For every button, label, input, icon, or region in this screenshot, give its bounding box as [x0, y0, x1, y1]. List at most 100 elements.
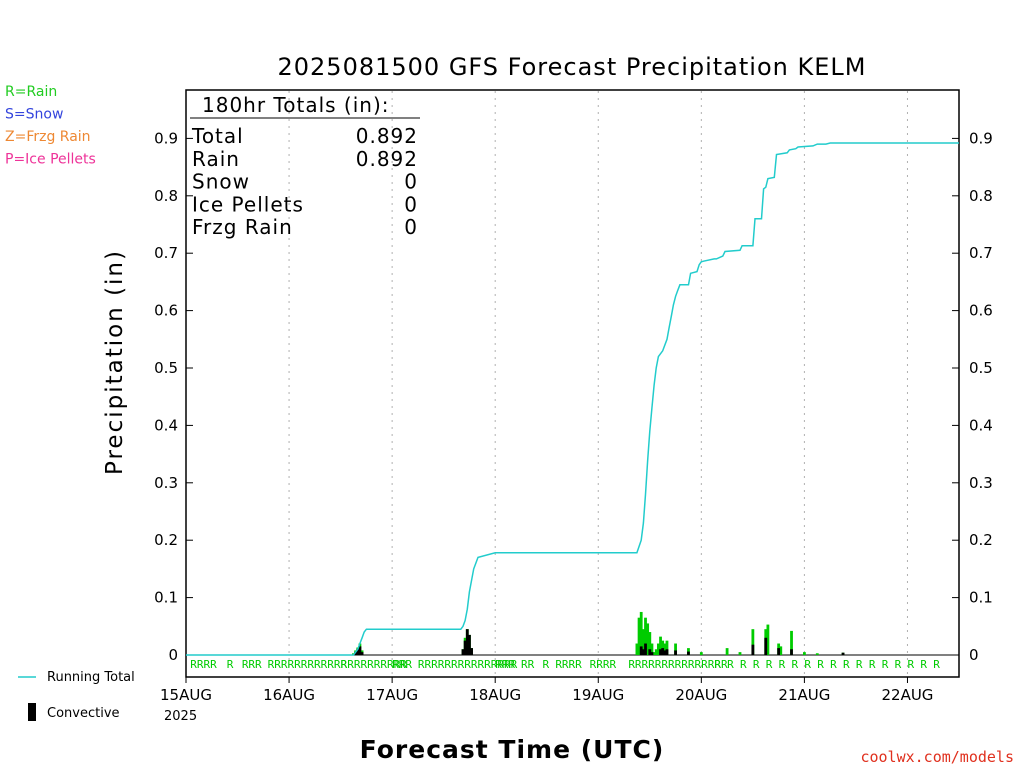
- convective-bar: [650, 652, 654, 655]
- convective-bar: [358, 646, 362, 655]
- running-total-line: [186, 142, 959, 656]
- ptype-marker: R: [817, 658, 824, 671]
- y-tick-label-right: 0.6: [969, 302, 993, 320]
- series-legend: Running Total Convective: [18, 670, 135, 721]
- convective-bar: [465, 629, 469, 655]
- convective-bar: [644, 643, 647, 655]
- convective-bar: [461, 649, 465, 655]
- y-tick-label-right: 0.5: [969, 359, 993, 377]
- ptype-marker: RRRRRRRRRRRRRRR: [418, 658, 518, 671]
- totals-row-label: Ice Pellets: [192, 192, 304, 216]
- ptype-marker: R: [753, 658, 760, 671]
- convective-bar: [648, 649, 652, 655]
- totals-row-value: 0.892: [356, 124, 418, 148]
- y-tick-label-left: 0.2: [154, 531, 178, 549]
- rain-bar: [646, 623, 650, 655]
- legend-label: Convective: [47, 706, 120, 721]
- totals-row-label: Total: [191, 124, 244, 148]
- rain-bar: [663, 643, 667, 655]
- x-tick-label: 21AUG: [778, 686, 830, 704]
- ptype-marker: R: [895, 658, 902, 671]
- rain-bar: [725, 648, 729, 655]
- y-tick-label-left: 0.7: [154, 244, 178, 262]
- legend-item: R=Rain: [5, 84, 57, 100]
- rain-bar: [652, 652, 656, 655]
- legend-item: S=Snow: [5, 107, 63, 123]
- rain-bar: [674, 643, 677, 655]
- y-tick-label-left: 0.9: [154, 129, 178, 147]
- rain-bar: [659, 636, 662, 655]
- ptype-marker: R: [714, 658, 721, 671]
- ptype-marker: RRRR: [590, 658, 617, 671]
- ptype-marker: R: [933, 658, 940, 671]
- ptype-marker: R: [740, 658, 747, 671]
- ptype-marker: R: [907, 658, 914, 671]
- ptype-marker: R: [882, 658, 889, 671]
- rain-bar: [738, 652, 742, 655]
- ptype-marker: RRR: [392, 658, 412, 671]
- y-axis-label: Precipitation (in): [102, 249, 128, 475]
- rain-bar: [641, 629, 645, 655]
- convective-bar: [641, 649, 645, 655]
- ptype-marker: R: [920, 658, 927, 671]
- x-tick-label: 16AUG: [263, 686, 315, 704]
- ptype-marker: RRR: [242, 658, 262, 671]
- ptype-marker: R: [804, 658, 811, 671]
- rain-bar: [635, 643, 639, 655]
- ptype-marker: RRR: [495, 658, 515, 671]
- rain-bar: [779, 646, 783, 655]
- convective-bar: [356, 649, 360, 655]
- convective-bar: [841, 652, 845, 655]
- rain-bar: [665, 640, 669, 655]
- x-axis-label: Forecast Time (UTC): [360, 735, 665, 764]
- y-tick-label-right: 0.7: [969, 244, 993, 262]
- y-tick-label-right: 0.3: [969, 474, 993, 492]
- ptype-marker: RRRRRRRRRR: [341, 658, 408, 671]
- legend-label: Running Total: [47, 670, 135, 685]
- rain-bar: [766, 624, 770, 655]
- plot-frame: [185, 89, 960, 678]
- rain-bar: [803, 652, 806, 655]
- y-tick-label-left: 0.5: [154, 359, 178, 377]
- convective-bar: [663, 650, 667, 655]
- convective-bar: [659, 649, 662, 655]
- ptype-marker: RRRRRRRRRRRRRRR: [628, 658, 728, 671]
- x-axis-ticks: 15AUG 16AUG 17AUG 18AUG 19AUG 20AUG 21AUG 22AUG: [160, 677, 933, 704]
- chart-title: 2025081500 GFS Forecast Precipitation KE…: [278, 53, 867, 81]
- ptype-marker: R: [542, 658, 549, 671]
- y-tick-label-left: 0.1: [154, 589, 178, 607]
- year-label: 2025: [164, 709, 197, 724]
- convective-bar: [463, 640, 467, 655]
- convective-bar: [764, 637, 768, 655]
- totals-row-value: 0: [404, 170, 418, 194]
- rain-bar: [790, 630, 793, 655]
- x-tick-label: 15AUG: [160, 686, 212, 704]
- rain-bar: [815, 653, 819, 655]
- convective-bar: [777, 648, 781, 655]
- ptype-marker: R: [856, 658, 863, 671]
- rain-bar: [661, 640, 665, 655]
- convective-bar: [360, 652, 364, 655]
- y-tick-label-right: 0.9: [969, 129, 993, 147]
- ptype-marker: R: [830, 658, 837, 671]
- y-tick-label-right: 0: [969, 646, 979, 664]
- rain-bar: [650, 643, 654, 655]
- y-tick-label-left: 0: [168, 646, 178, 664]
- legend-item: Z=Frzg Rain: [5, 129, 91, 145]
- vertical-gridlines: [288, 91, 908, 676]
- convective-bar: [790, 649, 793, 655]
- convective-bar: [661, 648, 665, 655]
- legend-item: P=Ice Pellets: [5, 152, 96, 168]
- convective-bar: [665, 649, 669, 655]
- rain-bar: [656, 643, 660, 655]
- x-tick-label: 20AUG: [675, 686, 727, 704]
- y-tick-label-right: 0.2: [969, 531, 993, 549]
- x-tick-label: 19AUG: [572, 686, 624, 704]
- ptype-marker: RRRRRRRRRRRR: [268, 658, 348, 671]
- rain-bar: [751, 629, 755, 655]
- rain-bar: [639, 611, 643, 655]
- x-tick-label: 17AUG: [366, 686, 418, 704]
- totals-row-value: 0.892: [356, 147, 418, 171]
- y-tick-label-left: 0.3: [154, 474, 178, 492]
